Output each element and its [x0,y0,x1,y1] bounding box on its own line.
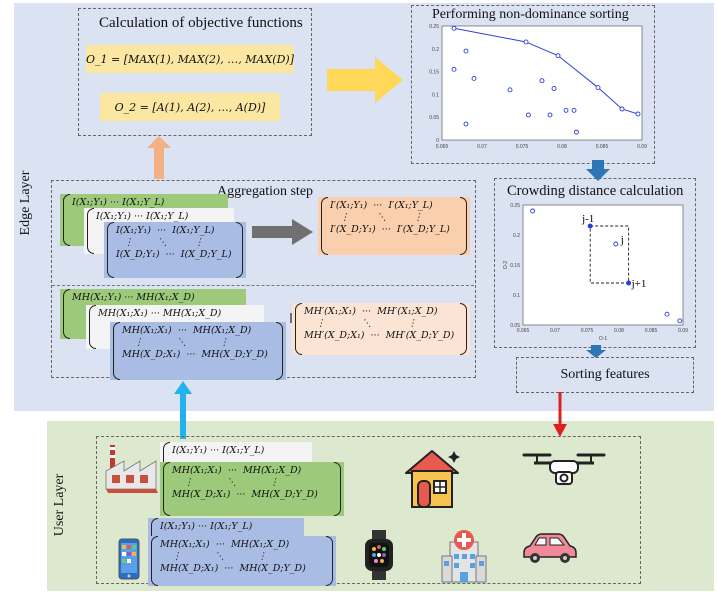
nd-y-tick: 0.1 [432,92,439,98]
cd-x-tick: 0.065 [517,328,530,334]
cd-label-cur: j [620,234,624,246]
nd-x-tick: 0.08 [557,144,567,150]
nd-y-tick: 0.2 [432,47,439,53]
user-matrix-1: MH(X₁;X₁) ··· MH(X₁;X_D) ⋮ ⋱ ⋮ MH(X_D;X₁… [160,462,344,516]
nondominance-chart: 0.065 0.07 0.075 0.08 0.085 0.09 0 0.05 0.1 0.15 0… [429,24,647,150]
arrow-up-cyan [174,381,192,439]
user-devices-box [96,436,641,584]
i-prime-matrix: I′(X₁;Y₁) ··· I′(X₁;Y_L) ⋮ ⋱ ⋮ I′(X_D;Y₁… [318,197,470,255]
objective-functions-box: Calculation of objective functions O_1 =… [78,8,312,136]
arrow-down-blue-2 [586,345,606,358]
nd-point [507,87,513,93]
arrow-aggregate-i [252,219,313,245]
nd-point [463,121,469,127]
sorting-features-label: Sorting features [560,367,650,382]
house-icon [405,450,460,508]
cd-plot-area [522,204,684,326]
nd-x-tick: 0.065 [436,144,449,150]
nondominance-title: Performing non-dominance sorting [432,7,629,22]
cd-point [613,241,619,247]
hospital-icon [441,530,487,583]
objective-o1: O_1 = [MAX(1), MAX(2), …, MAX(D)] [86,45,294,73]
nd-point [539,78,545,84]
nd-point [547,112,553,118]
nd-front-point [619,106,625,112]
mh-prime-matrix: MH′(X₁;X₁) ··· MH′(X₁;X_D) ⋮ ⋱ ⋮ MH′(X_D… [292,303,470,355]
nd-front-point [635,111,641,117]
cd-y-tick: 0.15 [510,263,520,269]
aggregation-divider [52,285,474,286]
nd-y-tick: 0.15 [429,70,439,76]
nd-point [563,107,569,113]
nd-x-tick: 0.075 [516,144,529,150]
arrow-up-orange [147,136,171,179]
nd-point [471,75,477,81]
cd-y-tick: 0.2 [513,233,520,239]
nd-x-tick: 0.07 [477,144,487,150]
i-matrix-blue: I(X₁;Y₁) ··· I(X₁;Y_L) ⋮ ⋱ ⋮ I(X_D;Y₁) ·… [104,222,246,278]
crowding-box: Crowding distance calculation 0.065 0.07 0… [494,178,696,348]
objective-o2: O_2 = [A(1), A(2), …, A(D)] [100,93,280,121]
cd-point [664,311,670,317]
cd-x-tick: 0.07 [550,328,560,334]
nd-x-tick: 0.09 [637,144,647,150]
cd-y-tick: 0.05 [510,323,520,329]
crowding-title: Crowding distance calculation [507,183,684,199]
arrow-down-red [553,392,567,437]
cd-point [587,223,593,229]
cd-point [530,208,536,214]
cd-x-tick: 0.085 [645,328,658,334]
nd-y-tick: 0.05 [429,115,439,121]
cd-x-label: O-1 [599,336,608,342]
phone-icon [118,538,140,580]
cd-y-tick: 0.1 [513,293,520,299]
arrow-down-blue-1 [586,160,610,181]
nd-front-point [523,39,529,45]
cd-x-tick: 0.09 [678,328,688,334]
nd-y-tick: 0 [436,138,439,144]
cd-y-label: O-2 [503,261,509,270]
nd-front-point [451,25,457,31]
car-icon [523,533,577,563]
nd-front-point [555,53,561,59]
cd-point [677,318,683,324]
factory-icon [105,445,158,493]
smartwatch-icon [365,530,393,580]
drone-icon [522,453,606,485]
nd-front-line [453,27,639,115]
arrow-to-sorting [327,57,403,103]
crowding-chart: 0.065 0.07 0.075 0.08 0.085 0.09 0.05 0.1 0.15 0.… [503,203,688,342]
user-layer-label: User Layer [52,473,67,537]
cd-x-tick: 0.075 [581,328,594,334]
nd-point [463,48,469,54]
cd-y-tick: 0.25 [510,203,520,209]
nd-front-point [595,85,601,91]
sorting-features-box: Sorting features [516,357,694,393]
nd-point [525,112,531,118]
edge-layer-label: Edge Layer [18,170,33,236]
cd-point [626,280,632,286]
cd-label-prev: j-1 [581,213,594,225]
nd-x-tick: 0.085 [596,144,609,150]
user-matrix-2: MH(X₁;X₁) ··· MH(X₁;X_D) ⋮ ⋱ ⋮ MH(X_D;X₁… [148,536,336,586]
nd-point [451,66,457,72]
nd-y-tick: 0.25 [429,24,439,30]
nondominance-box: Performing non-dominance sorting 0.065 0.… [411,5,655,164]
cd-cuboid [589,225,630,284]
nd-point [551,86,557,91]
aggregation-title: Aggregation step [217,184,314,199]
nd-point [571,107,577,113]
objective-functions-title: Calculation of objective functions [99,15,303,31]
nd-point [573,129,579,135]
mh-matrix-blue: MH(X₁;X₁) ··· MH(X₁;X_D) ⋮ ⋱ ⋮ MH(X_D;X₁… [110,322,286,380]
cd-x-tick: 0.08 [614,328,624,334]
cd-label-next: j+1 [631,278,647,290]
